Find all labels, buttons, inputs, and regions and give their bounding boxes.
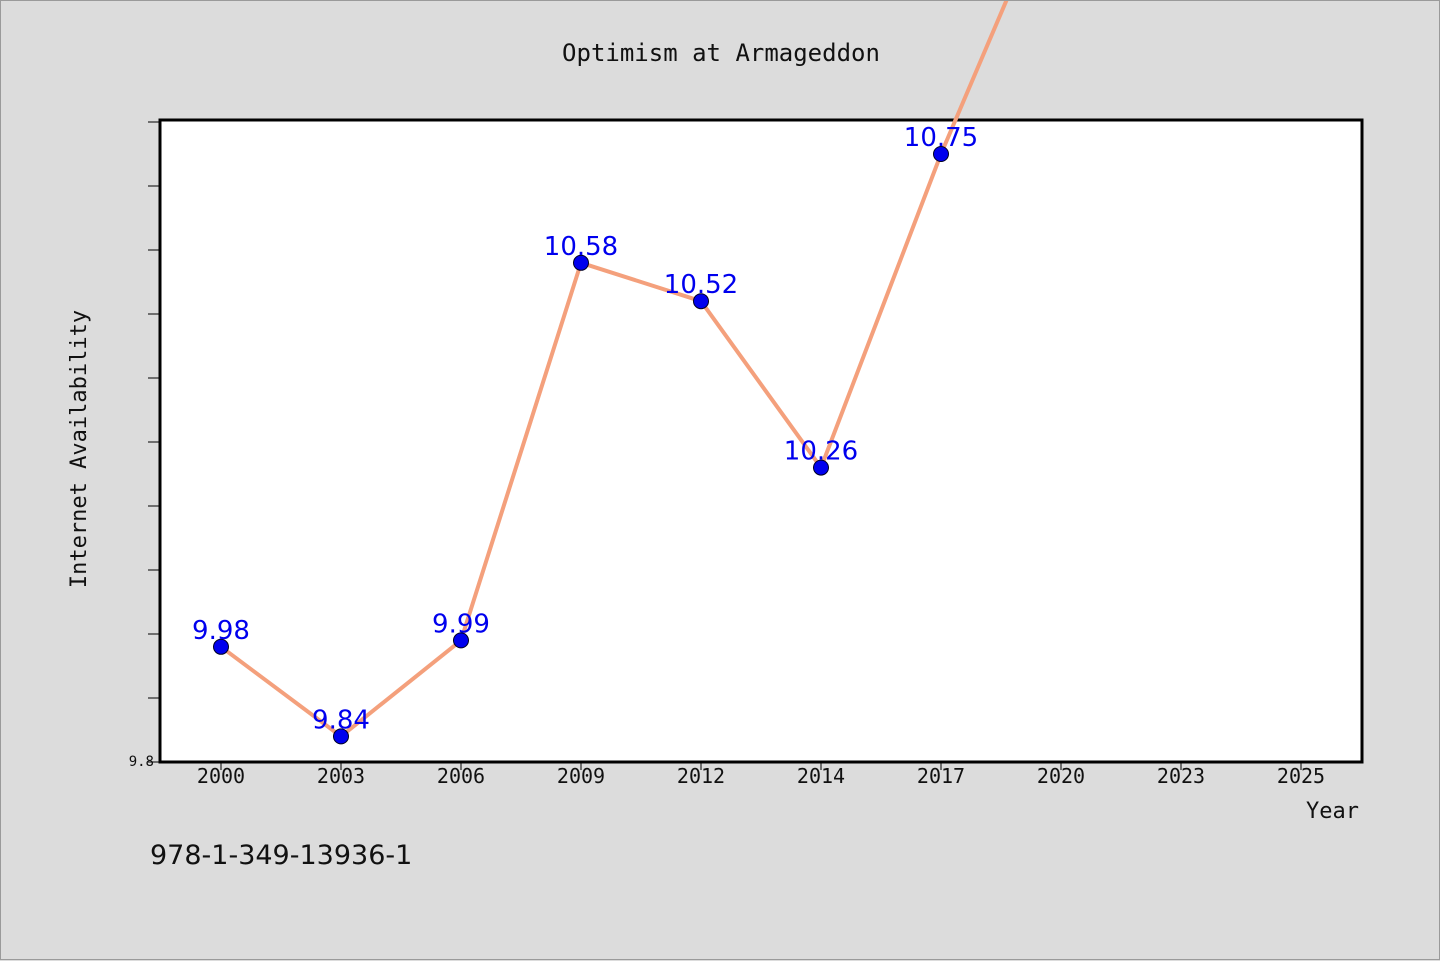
- x-tick-label: 2014: [797, 764, 845, 788]
- x-tick-label: 2009: [557, 764, 605, 788]
- series-line: [219, 1, 1009, 739]
- data-point-marker: [693, 293, 709, 310]
- plot-area: [158, 118, 1364, 764]
- chart-title: Optimism at Armageddon: [562, 39, 880, 67]
- data-point-marker: [813, 459, 829, 476]
- x-tick-label: 2000: [197, 764, 245, 788]
- x-axis-ticks: 2000 2003 2006 2009 2012 2014 2017 2020 2023 2025: [197, 762, 1325, 788]
- data-point-label: 10.26: [784, 437, 858, 467]
- x-tick-label: 2025: [1277, 764, 1325, 788]
- data-point-label: 10.75: [904, 123, 978, 153]
- x-tick-label: 2023: [1157, 764, 1205, 788]
- data-point-marker: [333, 728, 349, 745]
- data-point-label: 9.98: [192, 616, 250, 646]
- x-tick-label: 2012: [677, 764, 725, 788]
- x-tick-label: 2006: [437, 764, 485, 788]
- y-axis-label: Internet Availability: [67, 310, 92, 588]
- data-point-marker: [933, 146, 949, 162]
- data-point-label: 10.58: [544, 232, 618, 262]
- x-axis-label: Year: [1306, 799, 1359, 824]
- data-point-label: 9.99: [432, 609, 490, 639]
- y-axis-ticks: 9.8: [129, 121, 160, 770]
- x-tick-label: 2003: [317, 764, 365, 788]
- y-tick-label: 9.8: [129, 754, 154, 770]
- isbn-text: 978-1-349-13936-1: [150, 840, 412, 871]
- data-markers: [213, 146, 949, 745]
- data-point-marker: [453, 632, 469, 649]
- data-point-label: 10.52: [664, 270, 738, 300]
- data-point-marker: [573, 254, 589, 271]
- x-tick-label: 2020: [1037, 764, 1085, 788]
- data-point-label: 9.84: [312, 705, 370, 735]
- data-labels: 9.989.849.9910.5810.5210.2610.7511.1911.…: [192, 123, 978, 735]
- x-tick-label: 2017: [917, 764, 965, 788]
- data-point-marker: [213, 638, 229, 655]
